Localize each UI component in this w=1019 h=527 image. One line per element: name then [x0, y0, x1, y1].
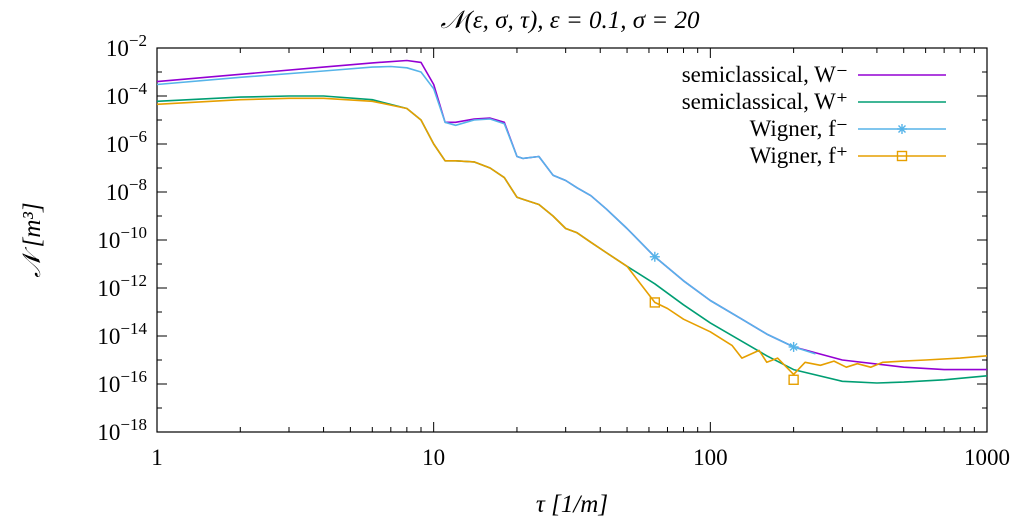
plot-frame [156, 47, 988, 433]
series-marker-2 [788, 341, 799, 352]
y-tick-label: 10−10 [97, 223, 147, 253]
y-tick-label: 10−18 [97, 415, 147, 445]
y-axis-title: 𝒩 [m³] [19, 202, 46, 277]
y-tick-label: 10−6 [106, 127, 147, 157]
y-tick-label: 10−16 [97, 367, 147, 397]
x-tick-label: 100 [693, 445, 728, 470]
legend: semiclassical, W⁻semiclassical, W⁺Wigner… [682, 62, 946, 168]
y-tick-label: 10−8 [106, 175, 147, 205]
y-tick-label: 10−14 [97, 319, 147, 349]
series-line-0 [156, 59, 987, 371]
legend-label: semiclassical, W⁺ [682, 89, 848, 114]
series-marker-2 [649, 251, 660, 262]
series-marker-3 [788, 374, 799, 385]
series-line-2 [156, 65, 816, 355]
y-tick-label: 10−2 [106, 31, 147, 61]
y-tick-label: 10−12 [97, 271, 147, 301]
legend-label: semiclassical, W⁻ [682, 62, 848, 87]
series-line-1 [156, 95, 988, 384]
y-axis-ticks: 10−2 10−4 10−6 10−8 10−10 10−12 10−14 10−16 10−1… [97, 31, 987, 445]
series-group [156, 59, 988, 385]
legend-label: Wigner, f⁻ [750, 116, 848, 141]
series-marker-3 [649, 297, 661, 308]
x-axis-title: τ [1/m] [536, 491, 608, 518]
x-tick-label: 1 [151, 445, 163, 470]
y-tick-label: 10−4 [106, 79, 148, 109]
x-tick-label: 10 [422, 445, 445, 470]
legend-marker [896, 150, 908, 162]
legend-label: Wigner, f⁺ [750, 143, 848, 168]
series-line-3 [156, 97, 988, 376]
x-axis-ticks: 1 10 100 1000 [151, 48, 1010, 470]
x-tick-label: 1000 [964, 445, 1010, 470]
chart-title: 𝒩(ε, σ, τ), ε = 0.1, σ = 20 [441, 7, 700, 34]
legend-marker [897, 124, 907, 134]
